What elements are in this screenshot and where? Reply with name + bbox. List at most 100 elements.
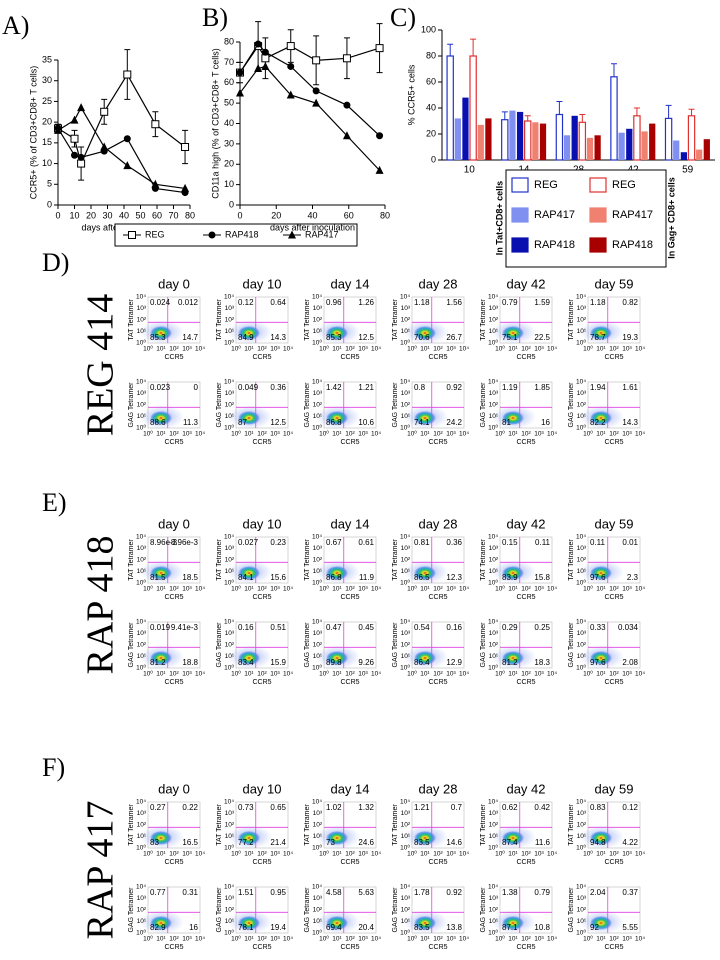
x-tick-label: 10¹	[332, 851, 342, 858]
legend-label: RAP418	[225, 229, 259, 239]
quadrant-percent: 81.5	[150, 573, 166, 582]
y-tick-label: 10²	[313, 822, 323, 829]
y-tick-label: 60	[426, 76, 436, 86]
y-tick-label: 10⁰	[576, 424, 586, 432]
quadrant-percent: 12.5	[358, 333, 374, 342]
quadrant-percent: 1.78	[414, 888, 430, 897]
y-tick-label: 20	[426, 128, 436, 138]
marker	[261, 48, 269, 56]
quadrant-percent: 0.019	[150, 623, 171, 632]
quadrant-percent: 4.58	[326, 888, 342, 897]
condition-label: RAP 417	[80, 800, 122, 939]
quadrant-percent: 8.96e-3	[150, 538, 178, 547]
quadrant-percent: 0.012	[178, 298, 199, 307]
y-tick-label: 10⁴	[136, 619, 146, 626]
x-tick-label: 10³	[358, 936, 368, 943]
y-tick-label: 10²	[401, 822, 411, 829]
y-tick-label: 10³	[489, 545, 499, 552]
x-tick-label: 10³	[534, 431, 544, 438]
x-tick-label: 10¹	[596, 431, 606, 438]
quadrant-percent: 15.8	[534, 573, 550, 582]
day-label: day 59	[594, 516, 633, 531]
quadrant-percent: 1.85	[534, 383, 550, 392]
y-tick-label: 10¹	[225, 568, 235, 575]
y-tick-label: 10¹	[577, 568, 587, 575]
flow-plot	[316, 536, 377, 584]
quadrant-percent: 0.8	[414, 383, 426, 392]
x-tick-label: 10³	[446, 431, 456, 438]
density-core	[414, 916, 436, 930]
quadrant-percent: 86.5	[414, 573, 430, 582]
y-tick-label: 10¹	[137, 328, 147, 335]
y-tick-label: 10¹	[313, 918, 323, 925]
x-tick-label: 10²	[345, 431, 355, 438]
x-tick-label: 10⁴	[635, 936, 645, 943]
x-tick-label: 10¹	[244, 851, 254, 858]
marker	[261, 61, 270, 70]
series-line	[239, 43, 380, 137]
y-tick-label: 50	[224, 98, 234, 108]
quadrant-percent: 0.82	[622, 298, 638, 307]
x-tick-label: 10³	[446, 586, 456, 593]
y-tick-label: 10³	[577, 390, 587, 397]
density-core	[238, 326, 260, 340]
x-tick-label: 10²	[521, 671, 531, 678]
flow-plot	[140, 801, 201, 849]
x-tick-label: 10⁰	[583, 935, 593, 943]
bar	[516, 111, 524, 160]
quadrant-percent: 0.23	[270, 538, 286, 547]
quadrant-percent: 13.8	[446, 923, 462, 932]
x-tick-label: 0	[55, 210, 60, 220]
flow-plot	[316, 381, 377, 429]
y-tick-label: 10⁰	[400, 844, 410, 852]
legend-swatch	[511, 207, 529, 223]
x-tick-label: 10³	[270, 851, 280, 858]
x-tick-label: 10⁰	[143, 850, 153, 858]
y-axis-label: TAT Tetramer	[392, 299, 399, 341]
quadrant-percent: 82.9	[150, 923, 166, 932]
quadrant-percent: 14.7	[182, 333, 198, 342]
y-tick-label: 20	[42, 117, 52, 127]
day-label: day 10	[242, 276, 281, 291]
x-tick-label: 10³	[534, 671, 544, 678]
bar	[680, 152, 687, 160]
marker	[100, 107, 109, 116]
x-axis-label: CCR5	[164, 354, 183, 361]
quadrant-percent: 81	[502, 418, 511, 427]
quadrant-percent: 0.16	[446, 623, 462, 632]
x-tick-label: 10³	[446, 671, 456, 678]
x-tick-label: 10⁰	[231, 585, 241, 593]
x-axis-label: CCR5	[604, 594, 623, 601]
x-tick-label: 10¹	[244, 586, 254, 593]
x-tick-label: 60	[152, 210, 162, 220]
density-core	[414, 566, 436, 580]
density-core	[414, 651, 436, 665]
quadrant-percent: 14.3	[270, 333, 286, 342]
x-tick-label: 10⁴	[283, 586, 293, 593]
y-tick-label: 10⁴	[136, 799, 146, 806]
bar	[454, 118, 461, 160]
x-tick-label: 10²	[257, 936, 267, 943]
legend-label: RAP417	[305, 229, 339, 239]
density-core	[502, 916, 524, 930]
bar	[626, 128, 633, 160]
flow-plot	[580, 381, 641, 429]
x-tick-label: 10⁰	[143, 430, 153, 438]
y-tick-label: 30	[224, 138, 234, 148]
x-axis-label: CCR5	[252, 679, 271, 686]
x-tick-label: 10²	[257, 851, 267, 858]
x-tick-label: 10⁴	[547, 851, 557, 858]
quadrant-percent: 26.7	[446, 333, 462, 342]
y-axis-label: TAT Tetramer	[480, 539, 487, 581]
x-tick-label: 10²	[257, 346, 267, 353]
bar	[477, 124, 484, 160]
flow-plot	[228, 536, 289, 584]
quadrant-percent: 94.8	[590, 838, 606, 847]
x-tick-label: 10⁴	[283, 671, 293, 678]
day-label: day 14	[330, 781, 369, 796]
flow-plot	[140, 381, 201, 429]
x-tick-label: 10²	[521, 346, 531, 353]
x-axis-label: CCR5	[252, 439, 271, 446]
x-tick-label: 10³	[622, 586, 632, 593]
x-tick-label: 10³	[358, 346, 368, 353]
